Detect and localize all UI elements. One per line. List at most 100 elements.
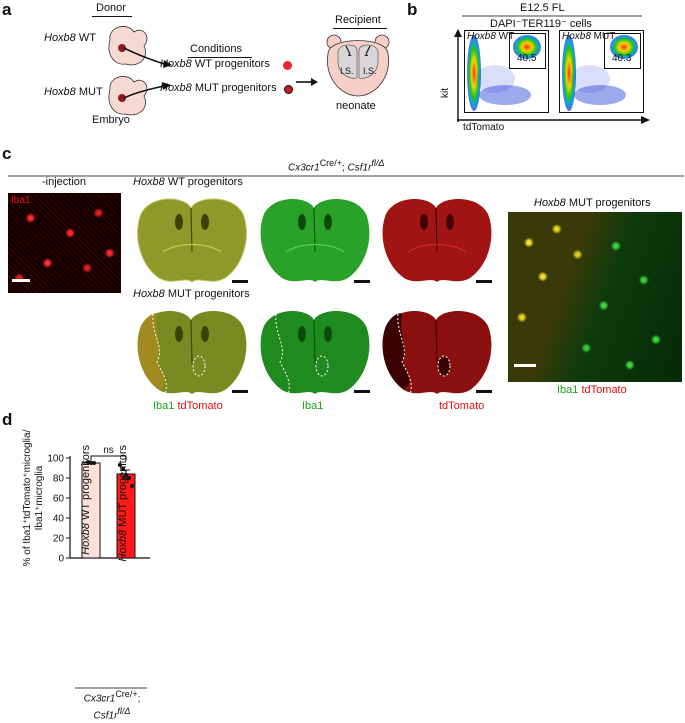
neonate-label: neonate <box>336 100 376 112</box>
mut-td-caption: tdTomato <box>439 400 485 412</box>
header-cx3cr1: Cx3cr1 <box>288 162 320 174</box>
genotype-sep: ; <box>137 693 141 705</box>
brain-wt-merge <box>137 198 247 283</box>
flow-ylabel: kit <box>440 88 451 98</box>
zoom-text: MUT progenitors <box>565 197 651 209</box>
flow-x-arrow <box>457 116 650 124</box>
xlabel-mut-gene: Hoxb8 <box>117 529 129 562</box>
wt-progenitor-dot <box>283 61 292 70</box>
genotype-cx3cr1: Cx3cr1 <box>83 693 116 705</box>
significance-label: ns <box>103 445 114 456</box>
flow-mut-gate-value: 40.3 <box>612 53 632 64</box>
is-left-label: I.S. <box>340 66 354 76</box>
y-tick-label-0: 0 <box>58 554 64 565</box>
xlabel-mut: Hoxb8 MUT progenitors <box>117 445 129 565</box>
flow-y-arrow <box>454 29 462 122</box>
flow-subtitle: DAPI⁻TER119⁻ cells <box>490 18 592 30</box>
arrow-to-recipient <box>296 78 318 86</box>
data-point-0-2 <box>92 461 96 465</box>
scalebar-injection <box>12 279 30 282</box>
header-csf1r: Csf1r <box>347 162 372 174</box>
brain-mut-tdtomato <box>382 310 492 395</box>
flow-title: E12.5 FL <box>520 2 565 14</box>
injection-label: -injection <box>42 176 87 188</box>
flow-mut-gene: Hoxb8 <box>562 31 591 42</box>
recipient-underline <box>333 28 387 29</box>
zoom-caption-td: tdTomato <box>581 384 627 396</box>
mut-progenitor-dot <box>284 85 293 94</box>
panel-c-letter: c <box>2 144 12 163</box>
donor-wt-suffix: WT <box>75 32 96 44</box>
scalebar-wt-iba1 <box>354 280 370 283</box>
y-tick-label-80: 80 <box>53 474 65 485</box>
zoom-caption-iba1: Iba1 <box>557 384 579 396</box>
conditions-label: Conditions <box>190 43 242 55</box>
zoom-caption: Iba1 tdTomato <box>557 384 627 396</box>
donor-mut-gene: Hoxb8 <box>44 86 76 98</box>
donor-underline <box>92 16 132 17</box>
header-cx3cr1-sup: Cre/+ <box>319 158 342 168</box>
panel-d-genotype-line1: Cx3cr1Cre/+; <box>82 688 142 705</box>
y-tick-label-20: 20 <box>53 534 65 545</box>
zoom-title: Hoxb8 MUT progenitors <box>534 197 651 209</box>
scalebar-wt-td <box>476 280 492 283</box>
no-injection-micrograph: Iba1 <box>8 193 121 293</box>
donor-mut-label: Hoxb8 MUT <box>44 86 103 98</box>
merge-caption-td: tdTomato <box>177 400 223 412</box>
brain-mut-merge <box>137 310 247 395</box>
condition-mut-text: MUT progenitors <box>191 82 277 94</box>
genotype-csf1r-sup: fl/Δ <box>117 706 131 717</box>
flow-wt-plot-title: Hoxb8 WT <box>467 31 514 42</box>
scalebar-mut-merge <box>232 390 248 393</box>
data-point-1-1 <box>121 467 125 471</box>
condition-mut-gene: Hoxb8 <box>160 82 192 94</box>
header-csf1r-sup: fl/Δ <box>371 158 385 168</box>
is-right-label: I.S. <box>363 66 377 76</box>
arrows-to-conditions <box>123 47 172 99</box>
significance-bracket <box>90 455 127 461</box>
xlabel-wt: Hoxb8 WT progenitors <box>80 445 92 565</box>
y-tick-label-100: 100 <box>47 454 64 465</box>
flow-wt-suffix: WT <box>495 31 515 42</box>
flow-gate-wt <box>509 33 546 69</box>
scalebar-mut-iba1 <box>354 390 370 393</box>
panel-c-header-rule <box>8 175 684 177</box>
panel-d-genotype: Cx3cr1Cre/+; Csf1rfl/Δ <box>82 688 142 723</box>
condition-wt-text: WT progenitors <box>191 58 270 70</box>
mut-row-text: MUT progenitors <box>164 288 250 300</box>
embryo-wt-icon <box>108 26 148 66</box>
bar-chart: 0 20 40 60 80 100 ns <box>47 445 150 565</box>
condition-wt-progenitors: Hoxb8 WT progenitors <box>160 58 270 70</box>
genotype-cx3cr1-sup: Cre/+ <box>115 689 138 699</box>
injection-iba1-overlay: Iba1 <box>11 195 31 206</box>
genotype-csf1r: Csf1r <box>93 710 118 722</box>
flow-density-wt <box>467 35 541 111</box>
merge-caption-iba1: Iba1 <box>153 400 175 412</box>
data-point-1-3 <box>127 476 131 480</box>
brain-mut-iba1 <box>260 310 370 395</box>
donor-wt-gene: Hoxb8 <box>44 32 76 44</box>
wt-row-text: WT progenitors <box>164 176 243 188</box>
conditions-underline <box>188 57 252 58</box>
zoom-gene: Hoxb8 <box>534 197 566 209</box>
data-point-1-0 <box>118 463 122 467</box>
y-tick-label-60: 60 <box>53 494 65 505</box>
y-tick-label-40: 40 <box>53 514 65 525</box>
panel-d-genotype-rule <box>75 687 147 689</box>
xlabel-mut-suffix: MUT progenitors <box>117 445 129 530</box>
mut-merge-caption: Iba1 tdTomato <box>153 400 223 412</box>
donor-label: Donor <box>96 2 126 14</box>
header-sep: ; <box>341 162 348 174</box>
recipient-label: Recipient <box>335 14 381 26</box>
mut-row-label: Hoxb8 MUT progenitors <box>133 288 250 300</box>
neonate-head-illustration <box>326 34 390 97</box>
mut-iba1-caption: Iba1 <box>302 400 324 412</box>
ylabel-line1: % of Iba1⁺tdTomato⁺microglia/ <box>22 429 33 567</box>
scalebar-zoom <box>514 364 536 367</box>
flow-wt-gate-value: 40.5 <box>517 53 537 64</box>
flow-wt-gene: Hoxb8 <box>467 31 496 42</box>
brain-wt-iba1 <box>260 198 370 282</box>
panel-b-letter: b <box>407 0 418 19</box>
zoom-micrograph <box>508 212 682 382</box>
donor-wt-label: Hoxb8 WT <box>44 32 96 44</box>
